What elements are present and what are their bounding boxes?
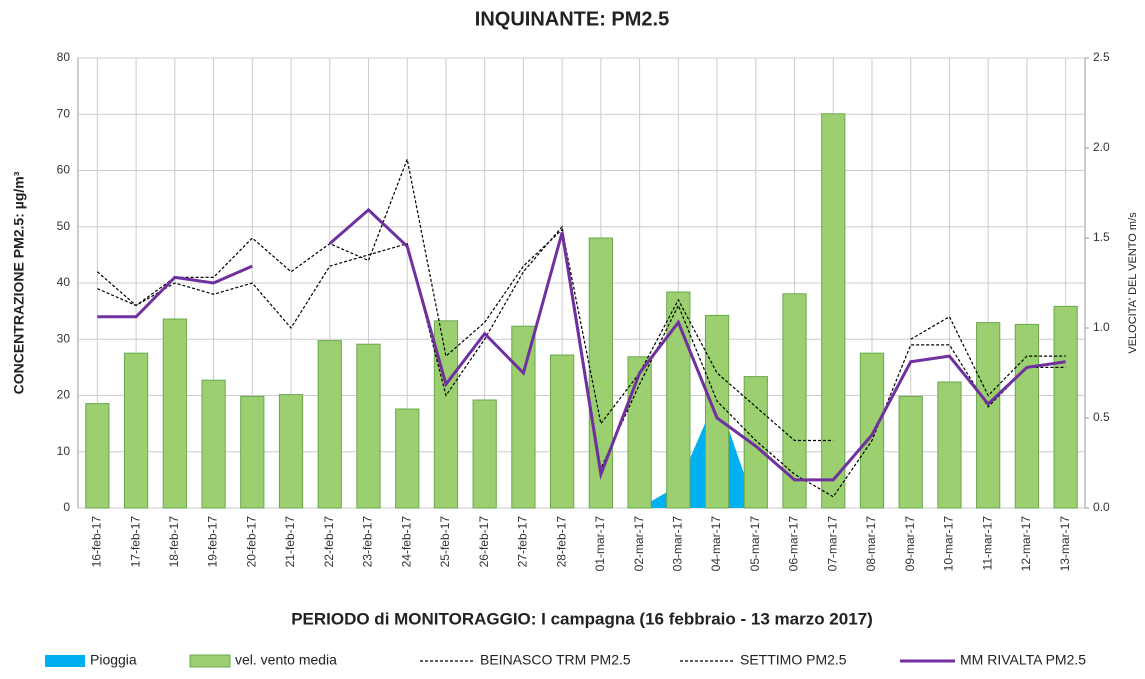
x-axis-label: PERIODO di MONITORAGGIO: I campagna (16 … (291, 609, 873, 628)
bar (859, 352, 885, 509)
x-tick-label: 07-mar-17 (825, 516, 839, 572)
y2-tick-label: 0.0 (1093, 500, 1110, 514)
bar (278, 394, 304, 509)
bar (627, 356, 652, 509)
bar (85, 403, 110, 509)
bar (433, 320, 459, 509)
x-tick-label: 19-feb-17 (206, 516, 220, 568)
y2-tick-label: 2.0 (1093, 140, 1110, 154)
x-tick-label: 16-feb-17 (90, 516, 104, 568)
legend-label: SETTIMO PM2.5 (740, 652, 847, 668)
bar (201, 379, 226, 509)
x-tick-label: 27-feb-17 (516, 516, 530, 568)
y2-tick-label: 1.0 (1093, 320, 1110, 334)
bar (550, 354, 575, 509)
y2-tick-label: 0.5 (1093, 410, 1110, 424)
y-tick-label: 80 (57, 50, 71, 64)
x-tick-label: 28-feb-17 (554, 516, 568, 568)
bar (472, 399, 497, 509)
bar (356, 343, 381, 509)
x-tick-label: 25-feb-17 (438, 516, 452, 568)
line (910, 315, 1066, 397)
x-tick-label: 11-mar-17 (980, 516, 994, 571)
legend-label: BEINASCO TRM PM2.5 (480, 652, 631, 668)
y2-tick-label: 2.5 (1093, 50, 1110, 64)
x-tick-label: 06-mar-17 (787, 516, 801, 572)
legend-label: vel. vento media (235, 652, 337, 668)
line (328, 207, 1066, 482)
line (96, 157, 834, 442)
y-tick-label: 10 (57, 444, 71, 458)
bar (937, 381, 962, 509)
line (97, 264, 253, 319)
x-tick-label: 09-mar-17 (903, 516, 917, 572)
legend-swatch (45, 655, 85, 667)
bar (511, 325, 536, 509)
x-tick-label: 22-feb-17 (322, 516, 336, 568)
bar (1053, 305, 1078, 509)
x-tick-label: 05-mar-17 (748, 516, 762, 572)
x-tick-label: 04-mar-17 (709, 516, 723, 572)
y-tick-label: 30 (57, 331, 71, 345)
legend-swatch (189, 654, 231, 668)
legend-label: MM RIVALTA PM2.5 (960, 652, 1086, 668)
chart-title: INQUINANTE: PM2.5 (475, 8, 669, 30)
x-tick-label: 20-feb-17 (244, 516, 258, 568)
y-axis-label: CONCENTRAZIONE PM2.5: µg/m³ (11, 171, 27, 394)
bar (162, 318, 187, 509)
bar (666, 291, 691, 509)
bar (704, 314, 730, 509)
y-tick-label: 70 (57, 106, 71, 120)
y-tick-label: 50 (57, 219, 71, 233)
y2-axis-label: VELOCITA' DEL VENTO m/s (1127, 212, 1139, 354)
x-tick-label: 23-feb-17 (361, 516, 375, 568)
x-tick-label: 24-feb-17 (399, 516, 413, 568)
y-tick-label: 60 (57, 163, 71, 177)
bar (1014, 323, 1040, 509)
bar (782, 293, 807, 509)
x-tick-label: 21-feb-17 (283, 516, 297, 568)
y2-tick-label: 1.5 (1093, 230, 1110, 244)
x-tick-label: 17-feb-17 (128, 516, 142, 568)
x-tick-label: 03-mar-17 (670, 516, 684, 572)
bar (743, 376, 768, 509)
x-tick-label: 18-feb-17 (167, 516, 181, 568)
y-tick-label: 40 (57, 275, 71, 289)
bar (240, 395, 265, 509)
legend-label: Pioggia (90, 652, 137, 668)
bar (898, 395, 923, 509)
x-tick-label: 13-mar-17 (1058, 516, 1072, 572)
x-tick-label: 10-mar-17 (942, 516, 956, 572)
bar (123, 352, 149, 509)
x-tick-label: 01-mar-17 (593, 516, 607, 572)
x-tick-label: 26-feb-17 (477, 516, 491, 568)
y-tick-label: 20 (57, 388, 71, 402)
bar (317, 340, 342, 509)
x-tick-label: 12-mar-17 (1019, 516, 1033, 572)
bar (395, 408, 420, 509)
x-tick-label: 08-mar-17 (864, 516, 878, 572)
x-tick-label: 02-mar-17 (632, 516, 646, 572)
y-tick-label: 0 (63, 500, 70, 514)
bar (821, 113, 846, 509)
bar (976, 322, 1001, 509)
